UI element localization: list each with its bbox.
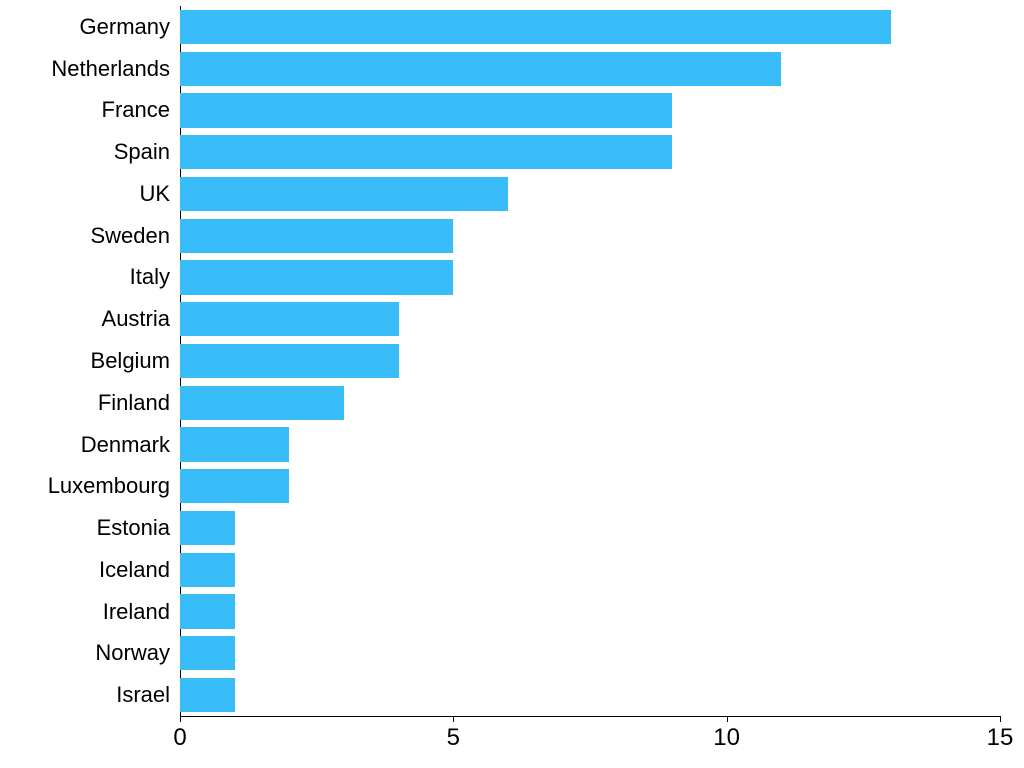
bar-row: Sweden [180, 219, 1000, 253]
bar-row: UK [180, 177, 1000, 211]
bar-label: Denmark [81, 434, 180, 456]
bar-rect [180, 93, 672, 127]
bar-rect [180, 511, 235, 545]
bar-row: France [180, 93, 1000, 127]
bar-rect [180, 135, 672, 169]
bar-rect [180, 344, 399, 378]
bar-row: Denmark [180, 427, 1000, 461]
bar-row: Israel [180, 678, 1000, 712]
bar-rect [180, 219, 453, 253]
bar-rect [180, 177, 508, 211]
bar-row: Italy [180, 260, 1000, 294]
bar-row: Iceland [180, 553, 1000, 587]
bar-label: Iceland [99, 559, 180, 581]
bar-row: Belgium [180, 344, 1000, 378]
x-tick-label: 15 [987, 716, 1014, 752]
x-tick-label: 10 [713, 716, 740, 752]
bar-rect [180, 386, 344, 420]
bar-row: Ireland [180, 594, 1000, 628]
bar-label: Ireland [103, 601, 180, 623]
bar-row: Luxembourg [180, 469, 1000, 503]
bar-label: Sweden [90, 225, 180, 247]
bar-label: Italy [130, 266, 180, 288]
bar-row: Germany [180, 10, 1000, 44]
bar-rect [180, 260, 453, 294]
bar-label: Israel [116, 684, 180, 706]
bar-rect [180, 594, 235, 628]
bar-row: Netherlands [180, 52, 1000, 86]
bar-label: UK [139, 183, 180, 205]
bar-label: France [102, 99, 180, 121]
bar-label: Estonia [97, 517, 180, 539]
bar-label: Belgium [91, 350, 180, 372]
bar-row: Austria [180, 302, 1000, 336]
x-tick-label: 5 [447, 716, 460, 752]
bar-rect [180, 52, 781, 86]
bar-row: Norway [180, 636, 1000, 670]
bar-rect [180, 553, 235, 587]
plot-area: Germany Netherlands France Spain UK Sweden Ita… [180, 6, 1000, 716]
bar-rect [180, 302, 399, 336]
bar-rect [180, 10, 891, 44]
bar-chart: GermanyNetherlandsFranceSpainUKSwedenIta… [0, 0, 1024, 768]
bar-label: Netherlands [51, 58, 180, 80]
bar-rect [180, 427, 289, 461]
bar-label: Germany [80, 16, 180, 38]
bar-label: Luxembourg [48, 475, 180, 497]
bar-label: Austria [102, 308, 180, 330]
bar-label: Norway [95, 642, 180, 664]
bar-rect [180, 678, 235, 712]
bar-label: Finland [98, 392, 180, 414]
x-axis-line [180, 716, 1000, 717]
x-tick-label: 0 [173, 716, 186, 752]
bar-rect [180, 636, 235, 670]
bar-rect [180, 469, 289, 503]
bar-label: Spain [114, 141, 180, 163]
bar-row: Spain [180, 135, 1000, 169]
bar-row: Finland [180, 386, 1000, 420]
bar-row: Estonia [180, 511, 1000, 545]
